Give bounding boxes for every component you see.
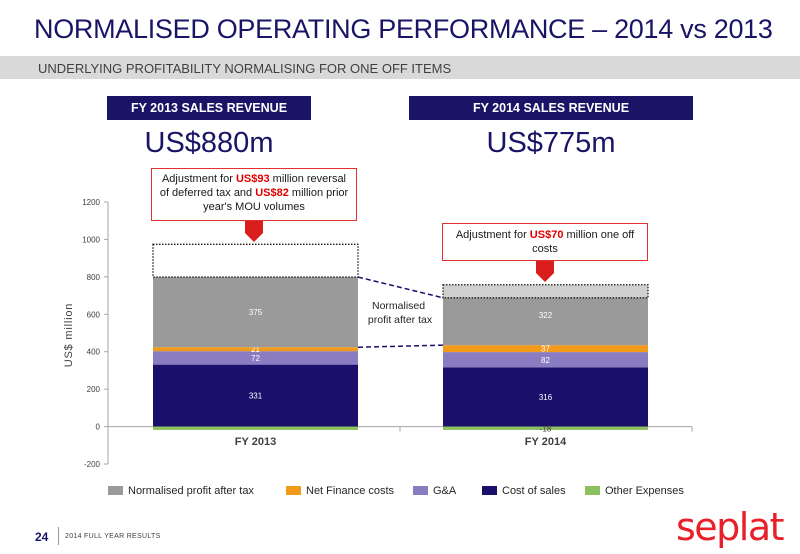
legend-label: Other Expenses (605, 485, 684, 497)
fy2014-revenue-value: US$775m (486, 127, 616, 159)
legend-label: Net Finance costs (306, 485, 395, 497)
legend-swatch (413, 486, 428, 495)
chart-legend: Normalised profit after tax Net Finance c… (108, 485, 684, 497)
bar-segment (153, 347, 358, 352)
x-category-label: FY 2013 (235, 436, 276, 448)
chart-adjustments (152, 243, 649, 348)
data-label: 21 (251, 345, 260, 354)
legend-swatch (482, 486, 497, 495)
legend-swatch (585, 486, 600, 495)
y-axis-label: US$ million (63, 303, 75, 367)
x-category-label: FY 2014 (525, 436, 567, 448)
legend-swatch (286, 486, 301, 495)
bar-segment (443, 367, 648, 427)
y-tick-label: -200 (84, 460, 101, 469)
connector-top (357, 276, 444, 299)
adjustment-box (442, 284, 649, 299)
legend-label: Cost of sales (502, 485, 566, 497)
y-tick-label: 1000 (82, 235, 100, 244)
y-tick-label: 600 (87, 310, 101, 319)
data-label: 331 (249, 392, 263, 401)
footer-text: 2014 FULL YEAR RESULTS (65, 533, 161, 540)
y-tick-label: 400 (87, 348, 101, 357)
connector-bottom (357, 344, 444, 348)
bar-segment (153, 351, 358, 365)
fy2014-arrow-icon (536, 261, 554, 282)
bar-segment (153, 277, 358, 348)
legend-swatch (108, 486, 123, 495)
footer-divider (58, 527, 59, 545)
adjustment-box (152, 243, 359, 278)
fy2014-revenue-header: FY 2014 SALES REVENUE (409, 96, 693, 120)
page-number: 24 (35, 530, 49, 544)
data-label: 322 (539, 311, 553, 320)
y-tick-label: 1200 (82, 198, 100, 207)
data-label: 316 (539, 393, 553, 402)
data-label: 375 (249, 308, 263, 317)
bar-segment (153, 364, 358, 427)
fy2013-arrow-icon (245, 221, 263, 242)
data-label: 72 (251, 354, 260, 363)
data-label: -18 (540, 424, 552, 433)
bar-segment (443, 352, 648, 368)
subtitle-bar (0, 56, 800, 79)
y-tick-label: 200 (87, 385, 101, 394)
fy2013-revenue-header: FY 2013 SALES REVENUE (107, 96, 311, 120)
y-tick-label: 800 (87, 273, 101, 282)
seplat-logo: seplat (676, 505, 785, 549)
annotation-normalised-profit: Normalised profit after tax (368, 300, 433, 326)
data-label: 82 (541, 356, 550, 365)
fy2013-adjustment-callout: Adjustment for US$93 million reversal of… (151, 168, 357, 221)
fy2014-adjustment-callout: Adjustment for US$70 million one off cos… (442, 223, 648, 261)
legend-label: Normalised profit after tax (128, 485, 254, 497)
fy2013-revenue-value: US$880m (144, 127, 274, 159)
page-title: NORMALISED OPERATING PERFORMANCE – 2014 … (34, 14, 773, 44)
bar-segment (443, 426, 648, 430)
page-subtitle: UNDERLYING PROFITABILITY NORMALISING FOR… (38, 61, 452, 76)
data-label: 37 (541, 345, 550, 354)
bar-segment (443, 345, 648, 353)
callout-arrows (245, 221, 554, 282)
y-tick-label: 0 (96, 423, 101, 432)
bar-segment (153, 426, 358, 430)
legend-label: G&A (433, 485, 457, 497)
